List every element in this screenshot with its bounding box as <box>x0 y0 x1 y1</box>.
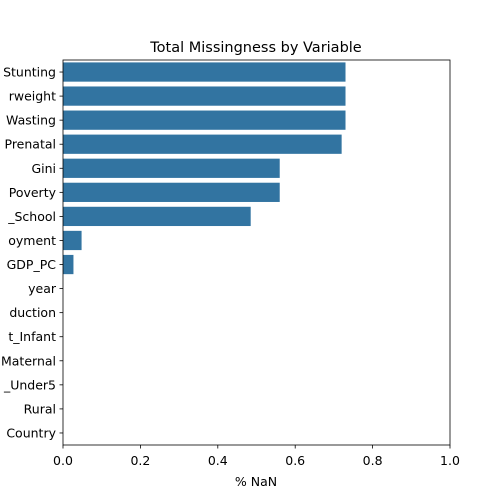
y-tick-label: year <box>28 281 57 296</box>
y-tick-label: Rural <box>24 401 56 416</box>
bar-rweight <box>63 86 346 106</box>
bar-wasting <box>63 110 346 130</box>
y-tick-label: Poverty <box>9 185 57 200</box>
bar-prenatal <box>63 134 342 154</box>
y-tick-label: GDP_PC <box>7 257 57 272</box>
axes-layer: Stunting rweight Wasting Prenatal Gini Povert… <box>1 59 460 468</box>
x-tick-label: 0.2 <box>130 453 150 468</box>
bar-oyment <box>63 230 82 251</box>
y-tick-label: _Under5 <box>3 377 56 392</box>
y-tick-label: Prenatal <box>5 137 57 152</box>
y-tick-label: t_Infant <box>8 329 56 344</box>
x-tick-label: 0.8 <box>363 453 383 468</box>
x-tick-label: 0.0 <box>53 453 73 468</box>
x-tick-label: 1.0 <box>440 453 460 468</box>
bar-gini <box>63 158 280 178</box>
y-tick-label: oyment <box>8 233 56 248</box>
y-tick-label: Gini <box>31 161 56 176</box>
bar-poverty <box>63 182 280 202</box>
x-axis-label: % NaN <box>235 474 277 489</box>
plot-frame <box>62 59 451 446</box>
y-tick-label: Wasting <box>6 113 56 128</box>
y-tick-label: Stunting <box>3 65 56 80</box>
y-tick-label: rweight <box>9 89 56 104</box>
chart-title: Total Missingness by Variable <box>149 40 362 56</box>
bars-layer <box>63 62 346 275</box>
x-tick-label: 0.6 <box>285 453 305 468</box>
y-tick-label: duction <box>9 305 56 320</box>
bar-gdp-pc <box>63 254 74 275</box>
y-tick-label: Country <box>6 425 56 440</box>
x-tick-label: 0.4 <box>208 453 228 468</box>
bar-stunting <box>63 62 346 82</box>
bar-school <box>63 206 251 227</box>
y-tick-label: _School <box>7 209 56 224</box>
y-tick-label: Maternal <box>1 353 56 368</box>
